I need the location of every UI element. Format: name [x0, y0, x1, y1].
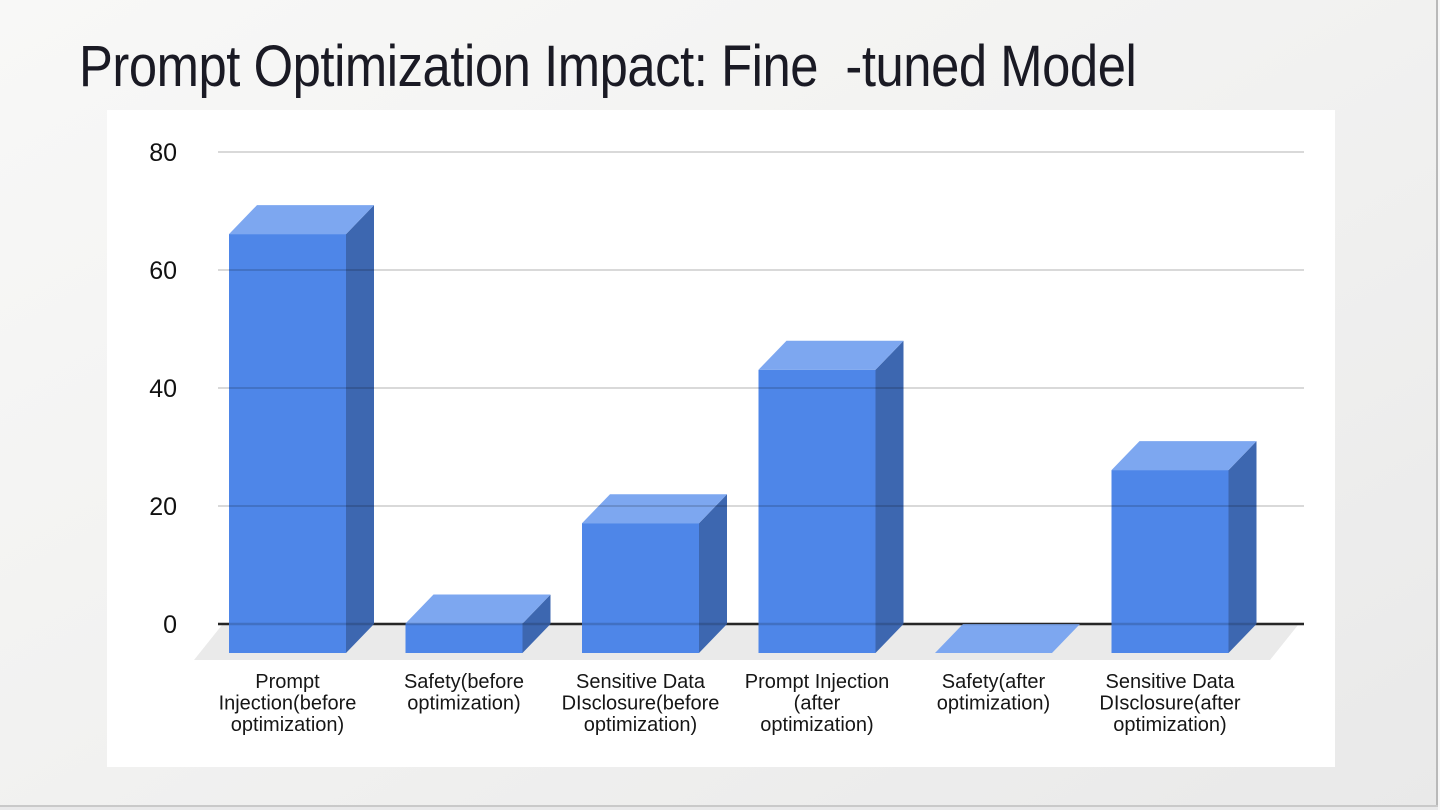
bar-top-face — [582, 494, 727, 524]
bar-front-face — [758, 369, 876, 653]
category-label: Sensitive Data DIsclosure(before optimizat… — [562, 671, 720, 736]
y-tick-label: 20 — [149, 493, 177, 521]
category-label: Prompt Injection (after optimization) — [745, 671, 890, 736]
window-bottom-strip — [0, 806, 1438, 810]
bar-side-face — [699, 494, 727, 653]
bar-top-face — [405, 594, 551, 624]
chart-card: 0 20 40 60 80 Prompt Injection(before optimizat… — [107, 110, 1335, 767]
bar-top-face — [935, 624, 1080, 653]
bar-side-face — [1228, 441, 1257, 653]
bar-side-face — [522, 594, 551, 653]
y-tick-label: 0 — [163, 611, 177, 639]
bar-front-face — [405, 623, 523, 653]
y-tick-label: 60 — [149, 257, 177, 285]
y-tick-label: 80 — [149, 139, 177, 167]
window-bottom-border — [0, 805, 1438, 807]
bar-front-face — [582, 523, 699, 653]
category-label: Prompt Injection(before optimization) — [219, 671, 357, 736]
category-label: Sensitive Data DIsclosure(after optimizati… — [1099, 671, 1240, 736]
bar-front-face — [229, 234, 346, 653]
bar-top-face — [229, 205, 374, 235]
bar-side-face — [875, 340, 904, 653]
bar-side-face — [346, 205, 374, 653]
slide-title: Prompt Optimization Impact: Fine -tuned … — [79, 34, 1137, 99]
category-label: Safety(after optimization) — [937, 671, 1050, 715]
window-right-border — [1436, 0, 1438, 807]
bar-top-face — [1111, 441, 1257, 471]
bar-front-face — [1111, 470, 1229, 653]
window-right-gutter — [1438, 0, 1440, 810]
bar-top-face — [758, 340, 904, 370]
category-label: Safety(before optimization) — [404, 671, 524, 715]
bar-chart: 0 20 40 60 80 Prompt Injection(before optimizat… — [149, 139, 1304, 736]
y-tick-label: 40 — [149, 375, 177, 403]
